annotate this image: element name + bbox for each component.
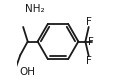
Text: NH₂: NH₂ <box>25 4 44 14</box>
Text: F: F <box>88 37 93 46</box>
Text: F: F <box>85 17 91 27</box>
Text: OH: OH <box>20 67 36 77</box>
Text: F: F <box>85 56 91 66</box>
